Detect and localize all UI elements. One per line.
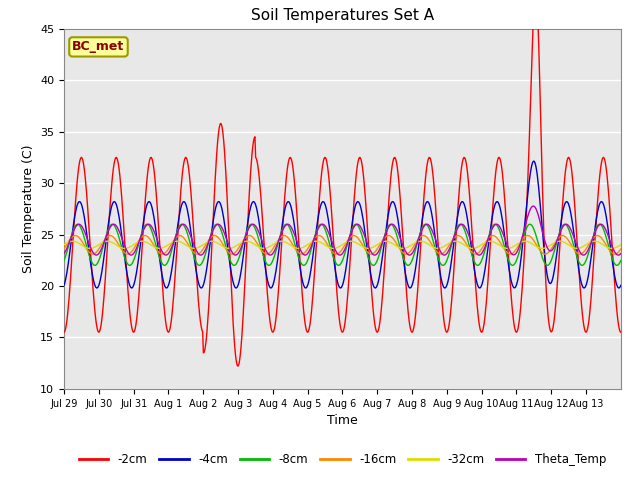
Y-axis label: Soil Temperature (C): Soil Temperature (C)	[22, 144, 35, 273]
Title: Soil Temperatures Set A: Soil Temperatures Set A	[251, 9, 434, 24]
X-axis label: Time: Time	[327, 414, 358, 427]
Text: BC_met: BC_met	[72, 40, 125, 53]
Legend: -2cm, -4cm, -8cm, -16cm, -32cm, Theta_Temp: -2cm, -4cm, -8cm, -16cm, -32cm, Theta_Te…	[74, 449, 611, 471]
